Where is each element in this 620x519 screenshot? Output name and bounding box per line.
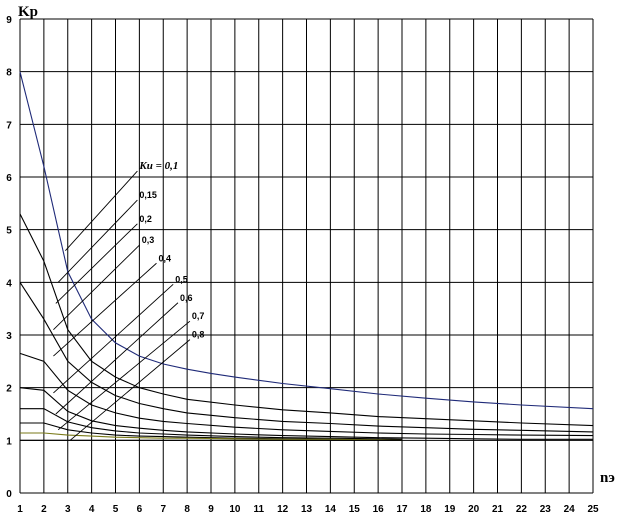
grid xyxy=(19,18,594,494)
y-tick-label: 5 xyxy=(6,226,12,237)
annotation-leader xyxy=(55,223,138,304)
x-tick-label: 18 xyxy=(420,504,432,515)
x-tick-label: 8 xyxy=(184,504,190,515)
annotation-label: 0,15 xyxy=(139,190,157,200)
annotation-leader xyxy=(53,244,141,331)
annotation-label: 0,8 xyxy=(192,330,205,340)
annotation-leader xyxy=(57,320,191,431)
annotations: Kи = 0,1 0,15 0,2 0,30,4 0,5 0,6 0,7 0,8 xyxy=(138,160,204,340)
x-tick-label: 20 xyxy=(468,504,480,515)
x-tick-label: 22 xyxy=(516,504,528,515)
x-tick-label: 4 xyxy=(89,504,95,515)
tick-labels: 1 2 3 4 5 6 7 8 9 10 11 12 13 14 15 16 17 18 19 20 21 22 23 24 2… xyxy=(6,15,599,515)
series-line-3 xyxy=(19,282,594,433)
y-tick-label: 8 xyxy=(6,68,12,79)
annotation-label: 0,2 xyxy=(139,214,152,224)
x-tick-label: 5 xyxy=(113,504,119,515)
annotation-leader xyxy=(53,283,174,394)
x-tick-label: 23 xyxy=(540,504,552,515)
series-line-1 xyxy=(19,71,594,410)
x-tick-label: 3 xyxy=(65,504,71,515)
x-tick-label: 25 xyxy=(587,504,599,515)
x-tick-label: 12 xyxy=(277,504,289,515)
x-tick-label: 17 xyxy=(396,504,408,515)
y-tick-label: 4 xyxy=(6,278,12,289)
x-tick-label: 24 xyxy=(564,504,576,515)
series-line-2 xyxy=(19,213,594,427)
annotation-label: 0,3 xyxy=(142,235,155,245)
annotation-leader xyxy=(53,262,157,357)
x-tick-label: 21 xyxy=(492,504,504,515)
y-tick-label: 7 xyxy=(6,120,12,131)
annotation-label: 0,6 xyxy=(180,293,193,303)
annotation-label: 0,4 xyxy=(158,253,171,263)
x-tick-label: 9 xyxy=(208,504,214,515)
annotation-label: 0,7 xyxy=(192,311,205,321)
x-tick-label: 13 xyxy=(301,504,313,515)
x-tick-label: 6 xyxy=(137,504,143,515)
y-tick-label: 0 xyxy=(6,489,12,500)
series-line-8 xyxy=(20,432,403,441)
series-line-5 xyxy=(19,387,593,440)
x-tick-label: 14 xyxy=(325,504,337,515)
annotation-label: Kи = 0,1 xyxy=(138,160,178,172)
series-line-4 xyxy=(19,352,594,437)
x-tick-label: 16 xyxy=(373,504,385,515)
x-tick-label: 1 xyxy=(17,504,23,515)
y-tick-label: 1 xyxy=(6,436,12,447)
y-axis-title: Kp xyxy=(18,4,38,20)
x-tick-label: 7 xyxy=(160,504,166,515)
series-lines xyxy=(19,71,594,441)
x-tick-label: 10 xyxy=(229,504,241,515)
annotation-leader xyxy=(57,199,138,283)
x-tick-label: 11 xyxy=(253,504,264,515)
annotation-leader xyxy=(55,302,179,415)
annotation-label: 0,5 xyxy=(175,274,188,284)
x-tick-label: 19 xyxy=(444,504,456,515)
annotation-leaders xyxy=(53,170,191,441)
y-tick-label: 2 xyxy=(6,384,12,395)
annotation-leader xyxy=(65,170,138,252)
x-tick-label: 15 xyxy=(349,504,361,515)
x-tick-label: 2 xyxy=(41,504,47,515)
y-tick-label: 9 xyxy=(6,15,12,26)
y-tick-label: 3 xyxy=(6,331,12,342)
annotation-leader xyxy=(69,339,191,441)
y-tick-label: 6 xyxy=(6,173,12,184)
x-axis-title: nэ xyxy=(600,470,615,486)
